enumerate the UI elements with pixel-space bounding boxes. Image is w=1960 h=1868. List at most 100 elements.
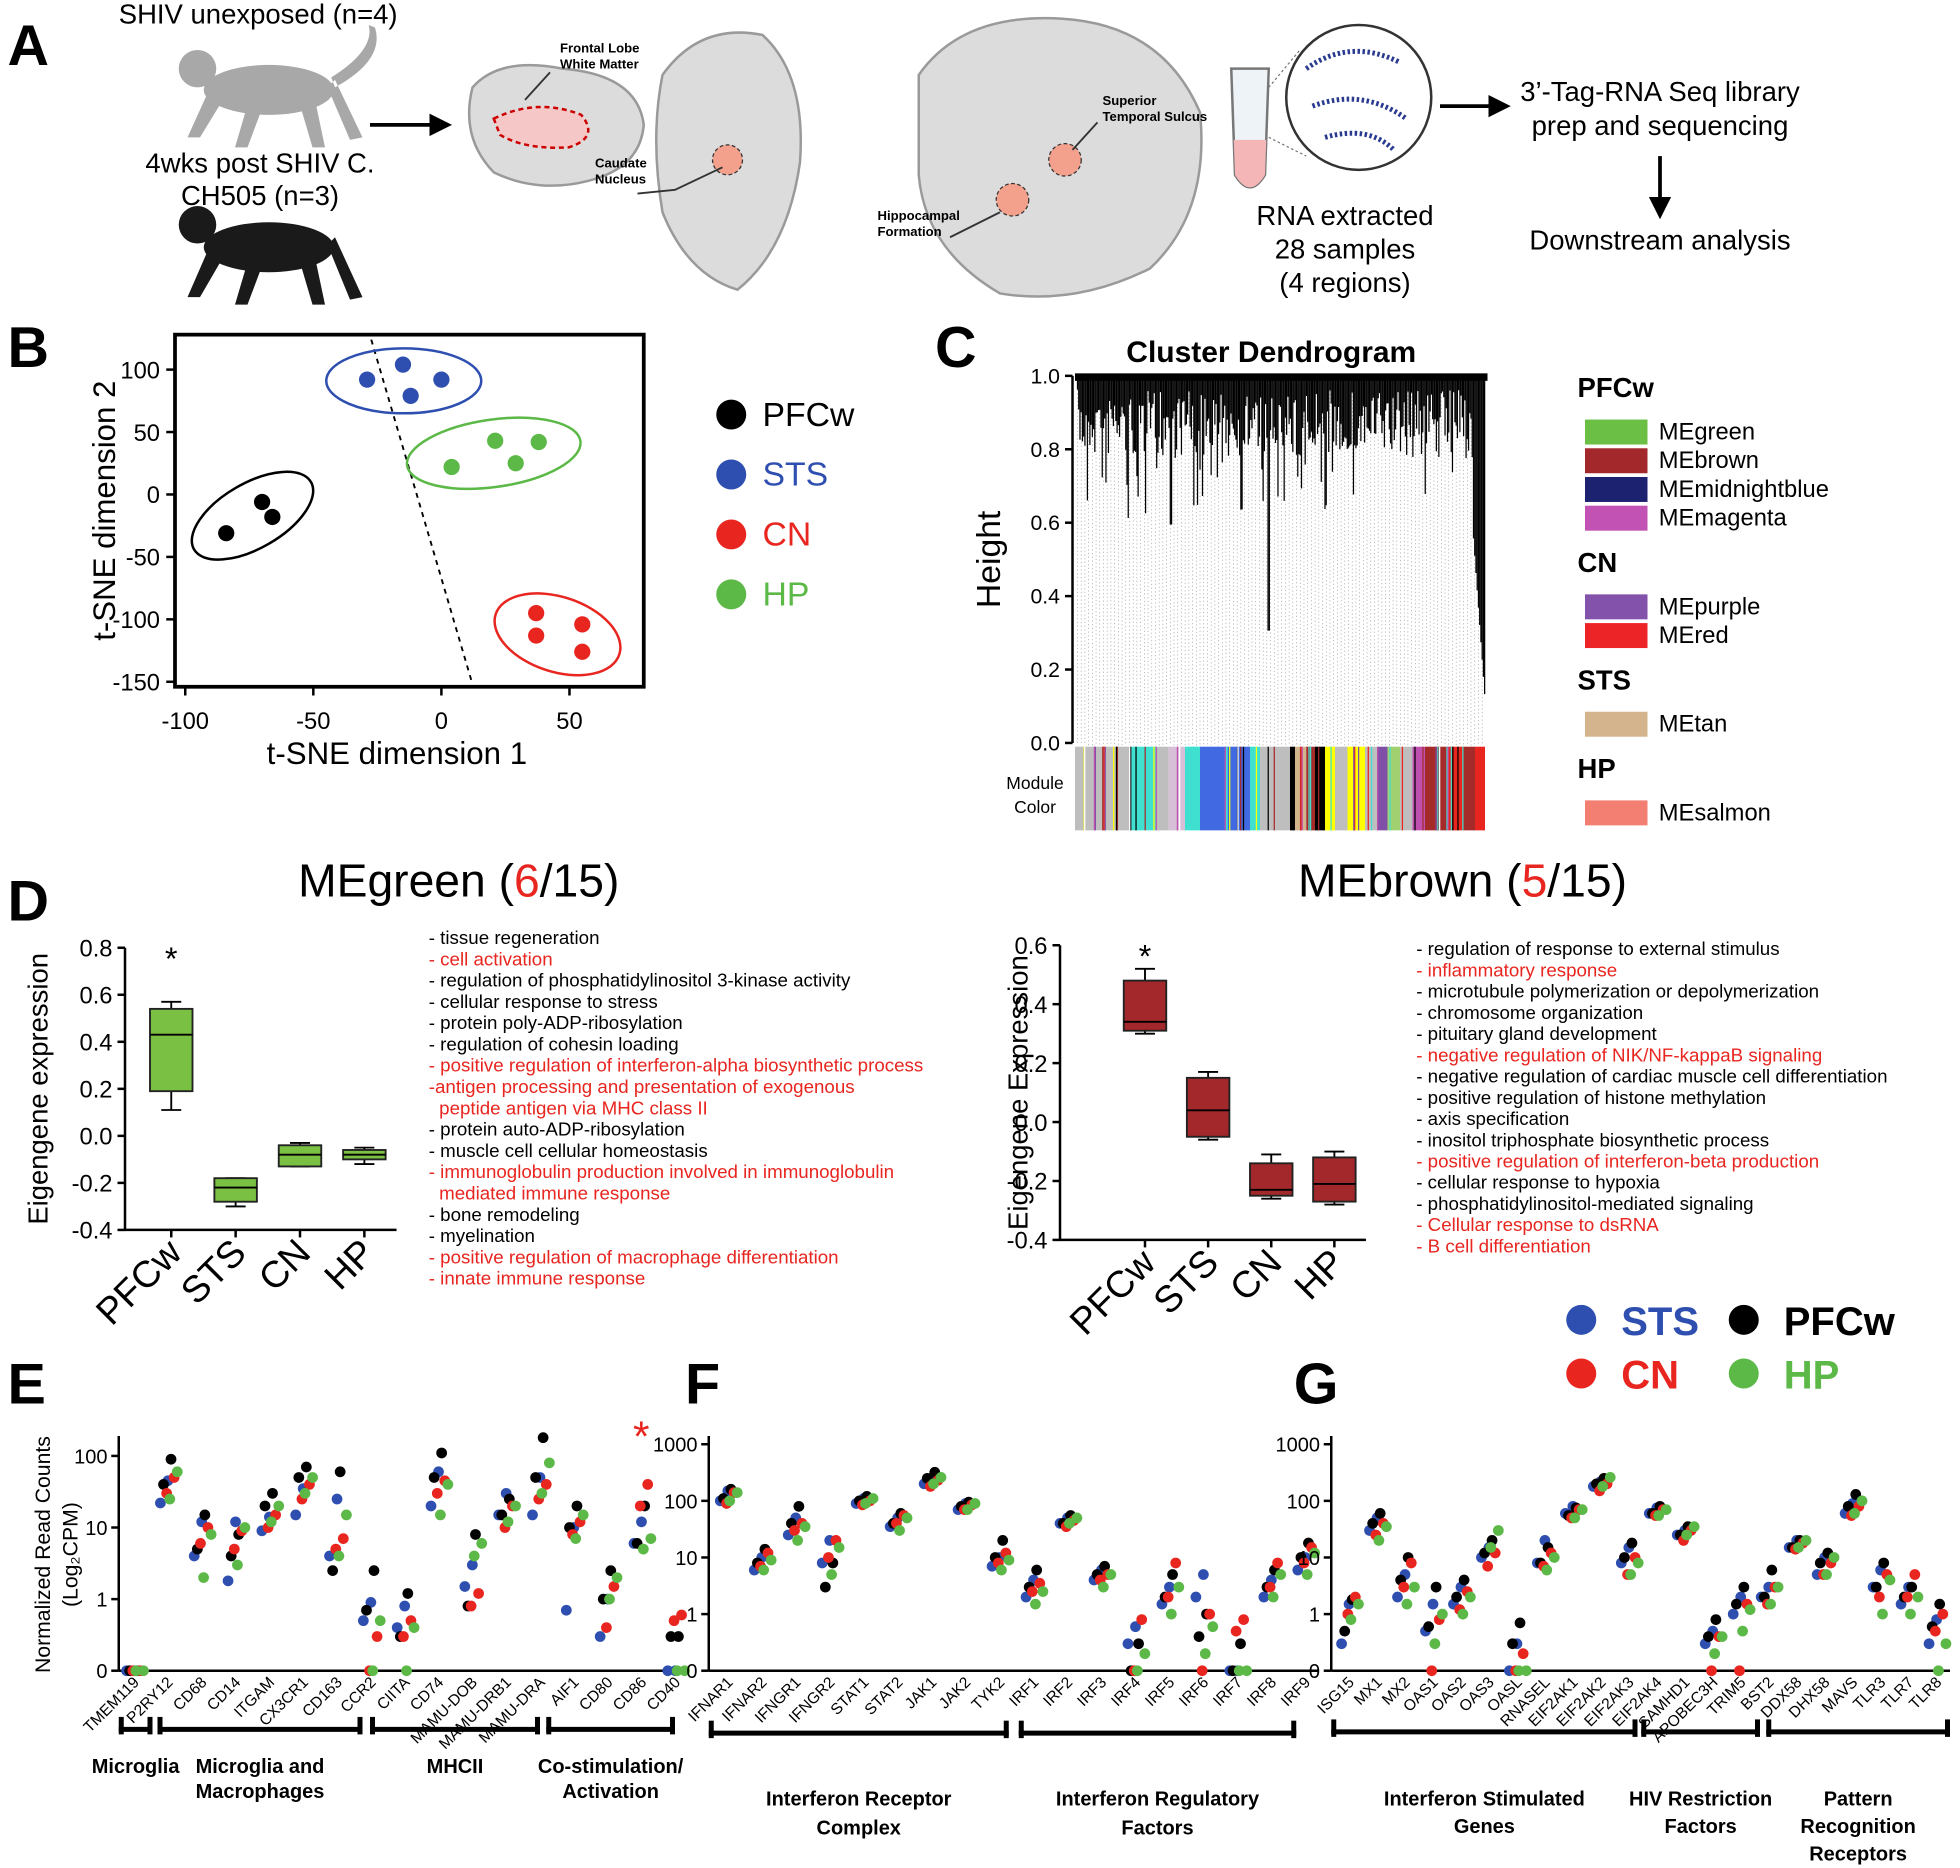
y-tick-label: 100 [74,1446,107,1468]
point [1706,1665,1717,1677]
legend-swatch [1585,800,1648,826]
point [205,1529,217,1540]
point [374,1615,386,1627]
term: - cell activation [429,948,553,969]
point [365,1597,377,1608]
color-stripe [1401,746,1404,831]
title-part: MEgreen ( [298,855,514,907]
y-tick-label: 0.6 [79,984,112,1010]
color-stripe [1225,746,1228,831]
point [465,1600,477,1612]
zoom-line [1268,136,1307,157]
color-segment [1335,746,1348,831]
point [327,1565,339,1576]
title-part: 5 [1522,855,1548,907]
y-tick-label: 100 [664,1491,697,1513]
point [1230,1625,1242,1637]
group-label: Complex [817,1817,901,1839]
illustration-label: Frontal Lobe [560,40,639,55]
point [1744,1604,1756,1615]
y-tick-label: -0.4 [72,1219,113,1245]
illustration-label: Caudate [595,155,647,170]
color-stripe [1255,746,1258,831]
annotation: * [165,941,178,977]
point [1031,1564,1043,1576]
x-tick-label: -100 [161,709,209,735]
point [637,1543,649,1555]
point [1905,1608,1916,1620]
legend-group: PFCw [1578,372,1655,403]
term: - negative regulation of NIK/NF-kappaB s… [1416,1044,1822,1065]
term: - Cellular response to dsRNA [1416,1214,1659,1235]
point [1275,1569,1287,1580]
point [823,1552,834,1563]
point [1207,1621,1219,1633]
point [1193,1631,1205,1642]
color-stripe [1367,746,1369,831]
legend-label: MEred [1659,623,1729,649]
point [459,1581,471,1592]
color-stripe [1115,746,1118,831]
term: -antigen processing and presentation of … [429,1076,855,1097]
color-stripe [1370,746,1373,831]
point [1204,1608,1216,1620]
point [473,1588,484,1599]
title-part: /15) [540,855,620,907]
y-tick-label: 0.0 [1030,732,1060,755]
point [676,1609,687,1621]
region-cn [711,144,744,176]
point [1653,1510,1665,1521]
point [361,1604,372,1616]
y-tick-label: 10 [675,1548,697,1570]
point [1162,1591,1174,1603]
point [1374,1508,1386,1519]
illustration-label: SHIV unexposed (n=4) [119,0,398,30]
color-segment [1462,746,1475,831]
color-stripe [1462,746,1464,831]
point [1190,1591,1202,1603]
point [528,604,545,622]
point [1198,1569,1209,1580]
point [232,1559,243,1571]
point [1105,1569,1117,1580]
term: - protein poly-ADP-ribosylation [429,1012,683,1033]
color-stripe [1224,746,1226,831]
point [724,1495,736,1507]
point [577,1509,589,1521]
term: - positive regulation of macrophage diff… [429,1246,839,1267]
point [1430,1581,1442,1593]
point [833,1542,845,1553]
point [1632,1557,1644,1569]
color-stripe [1353,746,1355,831]
point [1842,1500,1854,1512]
point [1345,1614,1357,1625]
y-tick-label: -0.2 [72,1172,113,1198]
point [337,1533,349,1544]
color-stripe [1300,746,1302,831]
point [1727,1608,1739,1620]
point [1170,1557,1182,1569]
legend-label: MEmagenta [1659,506,1788,532]
point [969,1498,981,1509]
point [901,1512,913,1524]
group-label: Microglia and [196,1756,325,1778]
point [560,1604,572,1616]
point [962,1504,973,1515]
y-tick-label: -100 [112,608,160,634]
point [1139,1648,1151,1660]
illustration-label: prep and sequencing [1532,110,1789,141]
point [826,1569,837,1580]
term: - cellular response to stress [429,991,658,1012]
title-part: MEbrown ( [1298,855,1522,907]
region-pfcw [492,105,590,149]
point [195,1538,206,1549]
point [1849,1508,1860,1519]
point [1772,1581,1784,1593]
legend-label: MEbrown [1659,448,1759,474]
point [1235,1638,1246,1650]
point [1367,1518,1379,1529]
illustration-label: RNA extracted [1256,200,1433,231]
point [673,1631,684,1642]
point [1569,1512,1581,1524]
legend-marker [716,519,747,550]
